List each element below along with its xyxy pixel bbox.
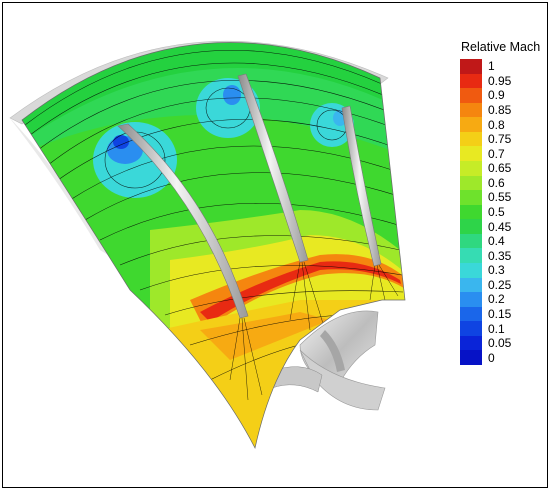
legend-tick-label: 0.6 — [488, 175, 505, 190]
legend-swatch — [460, 59, 482, 75]
legend-swatch — [460, 321, 482, 337]
legend-swatch — [460, 146, 482, 162]
legend-swatch — [460, 292, 482, 308]
legend-swatch — [460, 350, 482, 366]
legend-tick-label: 0.35 — [488, 248, 512, 263]
legend-tick-label: 0.5 — [488, 205, 505, 219]
legend-tick-label: 0 — [488, 350, 495, 365]
legend-tick-label: 0.55 — [488, 190, 512, 205]
legend-tick-label: 0.8 — [488, 117, 505, 132]
legend-swatch — [460, 335, 482, 351]
legend-title: Relative Mach — [461, 40, 541, 54]
legend-swatch — [460, 190, 482, 206]
legend-tick-label: 0.85 — [488, 103, 512, 117]
legend-swatch — [460, 277, 482, 293]
legend-swatch — [460, 131, 482, 147]
legend-tick-label: 0.75 — [488, 132, 512, 147]
legend-swatch — [460, 102, 482, 118]
legend-swatch — [460, 88, 482, 104]
legend-color-bar — [460, 59, 482, 366]
blade-3 — [341, 105, 382, 267]
legend-swatch — [460, 219, 482, 235]
legend-tick-label: 0.1 — [488, 321, 505, 336]
legend-swatch — [460, 204, 482, 220]
legend-swatch — [460, 175, 482, 191]
hub-geometry — [269, 310, 386, 411]
legend-tick-label: 0.3 — [488, 263, 505, 278]
legend-tick-label: 1 — [488, 59, 495, 74]
legend-tick-label: 0.9 — [488, 88, 505, 103]
legend-swatch — [460, 248, 482, 264]
legend-tick-label: 0.15 — [488, 307, 512, 321]
legend-swatch — [460, 306, 482, 322]
legend-tick-label: 0.95 — [488, 73, 512, 88]
legend-tick-label: 0.45 — [488, 219, 512, 234]
legend-swatch — [460, 161, 482, 177]
legend-swatch — [460, 233, 482, 249]
legend-tick-label: 0.2 — [488, 292, 505, 307]
legend-swatch — [460, 263, 482, 279]
legend-tick-label: 0.65 — [488, 161, 512, 176]
legend-swatch — [460, 73, 482, 89]
blade-2 — [237, 73, 309, 263]
legend-tick-label: 0.25 — [488, 277, 512, 292]
legend-tick-label: 0.4 — [488, 234, 505, 249]
legend-swatch — [460, 117, 482, 133]
legend-tick-label: 0.7 — [488, 146, 505, 161]
legend-tick-label: 0.05 — [488, 336, 512, 351]
blade-1 — [117, 123, 249, 319]
